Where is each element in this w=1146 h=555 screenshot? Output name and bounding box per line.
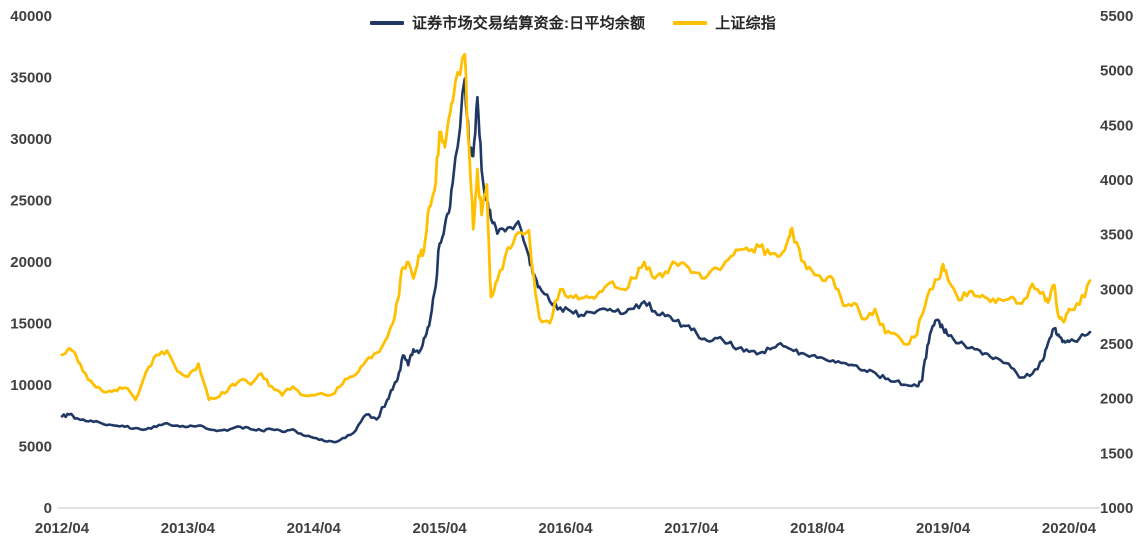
right-axis-tick-label: 2000 <box>1100 391 1133 408</box>
left-axis-tick-label: 25000 <box>10 193 52 210</box>
x-axis-tick-label: 2018/04 <box>790 520 845 537</box>
right-axis-tick-label: 4500 <box>1100 117 1133 134</box>
left-axis-tick-label: 30000 <box>10 131 52 148</box>
sse-composite-legend-label: 上证综指 <box>715 15 776 32</box>
sse-composite-line <box>60 52 1092 402</box>
right-axis-tick-label: 5500 <box>1100 8 1133 25</box>
x-axis-tick-label: 2016/04 <box>538 520 593 537</box>
right-axis-tick-label: 5000 <box>1100 63 1133 80</box>
right-axis-tick-label: 2500 <box>1100 336 1133 353</box>
left-axis-tick-label: 10000 <box>10 377 52 394</box>
left-axis-tick-label: 40000 <box>10 8 52 25</box>
x-axis-tick-label: 2017/04 <box>664 520 719 537</box>
settlement-funds-line <box>60 77 1092 444</box>
x-axis-tick-label: 2019/04 <box>916 520 971 537</box>
x-axis-tick-label: 2014/04 <box>287 520 342 537</box>
left-axis-tick-label: 20000 <box>10 254 52 271</box>
settlement-funds-line-swatch <box>369 20 404 25</box>
left-axis-tick-label: 35000 <box>10 70 52 87</box>
settlement-funds-legend-label: 证券市场交易结算资金:日平均余额 <box>411 15 646 32</box>
sse-composite-line-swatch <box>673 20 708 25</box>
x-axis-tick-label: 2020/04 <box>1042 520 1097 537</box>
x-axis-tick-label: 2013/04 <box>161 520 216 537</box>
x-axis-tick-label: 2015/04 <box>413 520 468 537</box>
right-axis-tick-label: 4000 <box>1100 172 1133 189</box>
right-axis-tick-label: 1500 <box>1100 445 1133 462</box>
left-axis-tick-label: 15000 <box>10 316 52 333</box>
left-axis-tick-label: 5000 <box>19 439 52 456</box>
right-axis-tick-label: 1000 <box>1100 500 1133 517</box>
legend-item-settlement-funds: 证券市场交易结算资金:日平均余额 <box>369 12 646 33</box>
legend-item-sse-composite: 上证综指 <box>673 12 776 33</box>
right-axis-tick-label: 3500 <box>1100 227 1133 244</box>
x-axis-tick-label: 2012/04 <box>35 520 90 537</box>
chart-legend: 证券市场交易结算资金:日平均余额 上证综指 <box>0 12 1146 33</box>
left-axis-tick-label: 0 <box>44 500 52 517</box>
right-axis-tick-label: 3000 <box>1100 281 1133 298</box>
